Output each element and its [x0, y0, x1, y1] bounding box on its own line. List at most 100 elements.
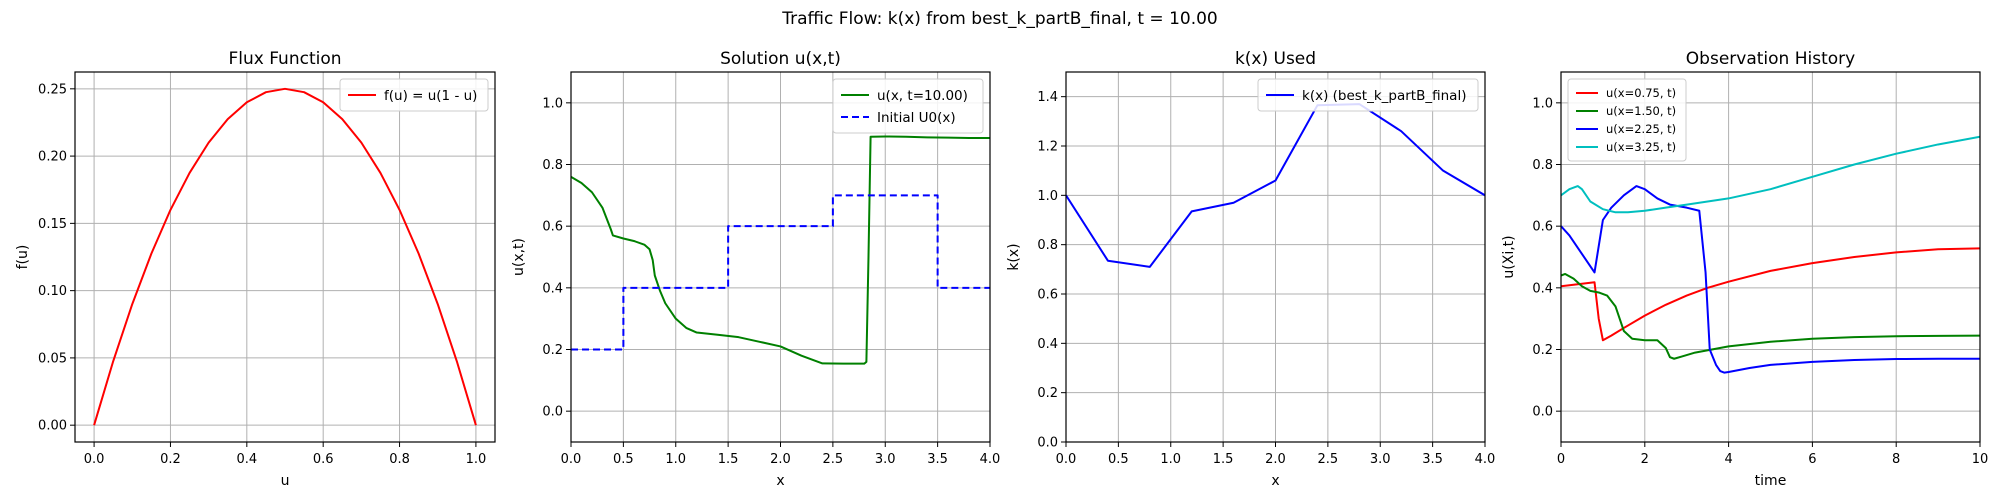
x-tick-label: 3.0: [1370, 452, 1391, 467]
y-tick-label: 0.20: [38, 150, 67, 165]
series-line-1: [1561, 272, 1980, 360]
y-tick-label: 0.00: [38, 419, 67, 434]
y-tick-label: 0.2: [542, 343, 563, 358]
x-tick-label: 0.0: [561, 452, 582, 467]
y-tick-label: 1.0: [1532, 96, 1553, 111]
x-tick-label: 0.6: [313, 452, 334, 467]
series-line-2: [1561, 185, 1980, 374]
legend-label-3: u(x=3.25, t): [1606, 140, 1676, 154]
figure-suptitle: Traffic Flow: k(x) from best_k_partB_fin…: [781, 9, 1217, 29]
series-line-0: [93, 87, 477, 426]
panel-flux-function: 0.0 0.2 0.4 0.6 0.8 1.0 0.00 0.05 0.10 0.15 0.20 0.…: [15, 49, 496, 489]
x-tick-label: 0.5: [1108, 452, 1129, 467]
panel-title: Observation History: [1686, 49, 1855, 69]
legend: f(u) = u(1 - u): [339, 78, 489, 112]
x-axis-label: x: [776, 473, 784, 489]
x-tick-label: 1.0: [1160, 452, 1181, 467]
x-tick-label: 3.5: [1422, 452, 1443, 467]
x-tick-label: 0.4: [236, 452, 257, 467]
x-tick-label: 4: [1724, 452, 1732, 467]
series-group: [571, 135, 990, 365]
y-tick-label: 1.4: [1037, 90, 1058, 105]
y-tick-label: 0.2: [1037, 386, 1058, 401]
y-tick-label: 0.4: [1532, 281, 1553, 296]
legend-box: [832, 78, 984, 134]
x-tick-label: 3.0: [875, 452, 896, 467]
y-tick-label: 0.0: [542, 405, 563, 420]
panel-solution: 0.0 0.5 1.0 1.5 2.0 2.5 3.0 3.5 4.0 0.0 0.2 0.4 0.6 0…: [511, 49, 1000, 489]
x-axis-label: u: [281, 473, 290, 489]
y-tick-label: 0.4: [542, 281, 563, 296]
y-tick-label: 1.2: [1037, 140, 1058, 155]
y-tick-label: 0.6: [1532, 220, 1553, 235]
axes-frame: [1560, 71, 1981, 443]
y-tick-label: 0.10: [38, 284, 67, 299]
grid: [75, 72, 495, 442]
x-tick-label: 2.0: [1265, 452, 1286, 467]
panel-observation-history: 0 2 4 6 8 10 0.0 0.2 0.4 0.6 0.8 1.0 Observation His…: [1501, 49, 1988, 489]
x-tick-label: 4.0: [1475, 452, 1496, 467]
series-group: [1561, 135, 1980, 374]
y-axis-label: f(u): [15, 245, 31, 270]
x-tick-label: 10: [1972, 452, 1989, 467]
y-tick-label: 0.0: [1037, 436, 1058, 451]
x-tick-label: 0: [1557, 452, 1565, 467]
y-tick-label: 1.0: [542, 96, 563, 111]
y-tick-label: 0.8: [1037, 238, 1058, 253]
legend: u(x=0.75, t) u(x=1.50, t) u(x=2.25, t) u(x=…: [1567, 78, 1687, 162]
legend-box: [1567, 78, 1687, 162]
x-tick-label: 0.2: [160, 452, 181, 467]
y-tick-label: 1.0: [1037, 189, 1058, 204]
x-tick-label: 1.0: [466, 452, 487, 467]
y-tick-label: 0.8: [1532, 158, 1553, 173]
x-tick-label: 1.5: [1213, 452, 1234, 467]
legend-label-0: k(x) (best_k_partB_final): [1302, 88, 1466, 104]
y-tick-label: 0.25: [38, 82, 67, 97]
x-tick-label: 1.5: [718, 452, 739, 467]
x-tick-label: 0.5: [613, 452, 634, 467]
y-tick-label: 0.8: [542, 158, 563, 173]
x-tick-label: 1.0: [665, 452, 686, 467]
panel-k-used: 0.0 0.5 1.0 1.5 2.0 2.5 3.0 3.5 4.0 0.0 0.2 0.4 0.6 0…: [1006, 49, 1495, 489]
series-line-3: [1561, 135, 1980, 214]
panel-title: Solution u(x,t): [720, 49, 841, 69]
legend: k(x) (best_k_partB_final): [1257, 78, 1479, 112]
x-tick-label: 0.0: [84, 452, 105, 467]
panel-title: k(x) Used: [1235, 49, 1316, 69]
x-tick-label: 0.0: [1056, 452, 1077, 467]
series-group: [93, 87, 477, 426]
legend-label-0: f(u) = u(1 - u): [384, 88, 477, 104]
legend-label-0: u(x, t=10.00): [877, 88, 968, 104]
y-axis-label: u(Xi,t): [1501, 235, 1517, 278]
legend-label-2: u(x=2.25, t): [1606, 122, 1676, 136]
legend-label-1: Initial U0(x): [877, 110, 956, 126]
x-axis-label: x: [1271, 473, 1279, 489]
x-tick-label: 3.5: [927, 452, 948, 467]
y-tick-label: 0.0: [1532, 405, 1553, 420]
y-axis-label: k(x): [1006, 243, 1022, 270]
series-line-0: [571, 135, 990, 365]
series-line-1: [571, 194, 990, 351]
x-tick-label: 4.0: [980, 452, 1001, 467]
x-tick-label: 2: [1641, 452, 1649, 467]
legend-box: [339, 78, 489, 112]
axes-frame: [74, 71, 496, 443]
y-tick-label: 0.2: [1532, 343, 1553, 358]
series-group: [1066, 103, 1485, 268]
x-tick-label: 2.0: [770, 452, 791, 467]
y-tick-label: 0.6: [542, 220, 563, 235]
y-tick-label: 0.15: [38, 217, 67, 232]
y-axis-label: u(x,t): [511, 238, 527, 276]
panel-title: Flux Function: [228, 49, 341, 69]
x-axis-label: time: [1755, 473, 1787, 489]
x-tick-label: 8: [1892, 452, 1900, 467]
x-tick-label: 2.5: [1318, 452, 1339, 467]
x-tick-label: 0.8: [389, 452, 410, 467]
y-tick-label: 0.6: [1037, 288, 1058, 303]
y-tick-label: 0.4: [1037, 337, 1058, 352]
series-line-0: [1066, 103, 1485, 268]
legend: u(x, t=10.00) Initial U0(x): [832, 78, 984, 134]
legend-label-1: u(x=1.50, t): [1606, 104, 1676, 118]
series-line-0: [1561, 247, 1980, 342]
